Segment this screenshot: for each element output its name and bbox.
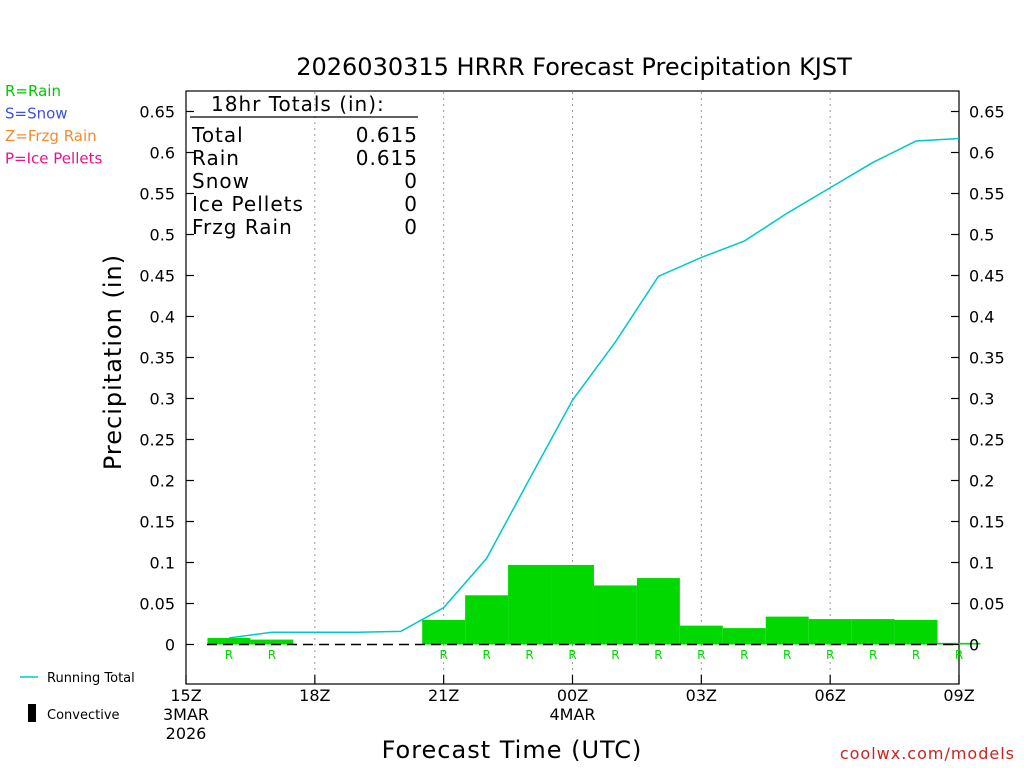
convective-legend-swatch <box>28 704 36 722</box>
y-tick-label: 0.6 <box>969 144 994 163</box>
y-tick-label: 0.35 <box>139 349 175 368</box>
y-tick-label: 0.4 <box>969 308 994 327</box>
x-tick-label: 06Z <box>815 686 846 705</box>
y-tick-label: 0.6 <box>150 144 175 163</box>
y-tick-label: 0.1 <box>969 554 994 573</box>
totals-value: 0 <box>404 192 418 216</box>
x-axis-title: Forecast Time (UTC) <box>382 736 643 764</box>
x-tick-label: 03Z <box>686 686 717 705</box>
ptype-label: R <box>482 648 490 662</box>
precip-bar <box>422 619 466 645</box>
totals-value: 0.615 <box>356 123 418 147</box>
x-tick-year: 2026 <box>166 724 207 743</box>
y-tick-label: 0.3 <box>969 390 994 409</box>
totals-label: Frzg Rain <box>192 215 293 239</box>
running-total-line <box>228 137 960 639</box>
precip-bar <box>851 619 895 645</box>
x-tick-date: 4MAR <box>549 705 595 724</box>
totals-label: Rain <box>192 146 240 170</box>
bar-series <box>207 564 981 645</box>
y-axis-title: Precipitation (in) <box>99 254 127 470</box>
y-axis-left: 0 0.05 0.1 0.15 0.2 0.25 0.3 0.35 0.4 0.45 0.5 0.55… <box>139 103 194 655</box>
precip-bar <box>207 637 251 645</box>
totals-value: 0.615 <box>356 146 418 170</box>
y-tick-label: 0.65 <box>139 103 175 122</box>
ptype-label: R <box>439 648 447 662</box>
y-tick-label: 0.05 <box>969 595 1005 614</box>
y-tick-label: 0.05 <box>139 595 175 614</box>
precip-bar <box>765 616 809 645</box>
precip-bar <box>250 639 294 645</box>
y-tick-label: 0.15 <box>139 513 175 532</box>
running-total-legend-label: Running Total <box>47 671 135 686</box>
y-tick-label: 0.65 <box>969 103 1005 122</box>
y-tick-label: 0.45 <box>969 267 1005 286</box>
precip-bar <box>508 564 552 645</box>
ptype-label: R <box>783 648 791 662</box>
totals-label: Snow <box>192 169 250 193</box>
ptype-legend-item: Z=Frzg Rain <box>5 127 97 145</box>
ptype-label: R <box>955 648 963 662</box>
y-tick-label: 0.25 <box>139 431 175 450</box>
x-tick-label: 18Z <box>299 686 330 705</box>
ptype-label: R <box>225 648 233 662</box>
y-tick-label: 0.15 <box>969 513 1005 532</box>
x-tick-label: 15Z <box>170 686 201 705</box>
precip-bar <box>894 619 938 645</box>
x-tick-date: 3MAR <box>163 705 209 724</box>
ptype-label: R <box>568 648 576 662</box>
y-tick-label: 0.4 <box>150 308 175 327</box>
precip-bar <box>722 628 766 645</box>
ptype-label: R <box>268 648 276 662</box>
y-tick-label: 0.45 <box>139 267 175 286</box>
ptype-legend-item: P=Ice Pellets <box>5 150 102 168</box>
y-tick-label: 0.3 <box>150 390 175 409</box>
ptype-label: R <box>740 648 748 662</box>
ptype-label: R <box>697 648 705 662</box>
chart-title: 2026030315 HRRR Forecast Precipitation K… <box>296 53 852 81</box>
x-tick-label: 21Z <box>428 686 459 705</box>
ptype-label: R <box>525 648 533 662</box>
y-tick-label: 0.2 <box>969 472 994 491</box>
y-tick-label: 0.35 <box>969 349 1005 368</box>
precip-bar <box>808 619 852 645</box>
ptype-legend: R=Rain S=Snow Z=Frzg Rain P=Ice Pellets <box>5 82 102 168</box>
y-tick-label: 0.25 <box>969 431 1005 450</box>
y-tick-label: 0.2 <box>150 472 175 491</box>
precip-bar <box>679 625 723 645</box>
totals-heading: 18hr Totals (in): <box>211 92 385 116</box>
y-tick-label: 0.5 <box>969 226 994 245</box>
ptype-label: R <box>826 648 834 662</box>
y-tick-label: 0 <box>165 636 175 655</box>
precip-bar <box>551 564 594 645</box>
x-tick-label: 00Z <box>557 686 588 705</box>
precip-bar <box>937 642 981 645</box>
precip-bar <box>465 595 509 645</box>
totals-value: 0 <box>404 215 418 239</box>
y-axis-right: 0 0.05 0.1 0.15 0.2 0.25 0.3 0.35 0.4 0.45 0.5 0.55… <box>951 103 1005 655</box>
ptype-label: R <box>654 648 662 662</box>
precip-bar <box>593 585 637 645</box>
x-tick-label: 09Z <box>943 686 974 705</box>
y-tick-label: 0 <box>969 636 979 655</box>
totals-label: Total <box>191 123 244 147</box>
y-tick-label: 0.5 <box>150 226 175 245</box>
totals-label: Ice Pellets <box>192 192 304 216</box>
totals-box: 18hr Totals (in): Total 0.615 Rain 0.615 Sno… <box>190 92 418 239</box>
totals-value: 0 <box>404 169 418 193</box>
ptype-label: R <box>869 648 877 662</box>
ptype-label: R <box>611 648 619 662</box>
precip-bar <box>636 578 680 645</box>
convective-legend-label: Convective <box>47 708 120 723</box>
ptype-legend-item: S=Snow <box>5 105 68 123</box>
credit-text: coolwx.com/models <box>840 744 1015 763</box>
ptype-label: R <box>912 648 920 662</box>
y-tick-label: 0.1 <box>150 554 175 573</box>
y-tick-label: 0.55 <box>139 185 175 204</box>
ptype-legend-item: R=Rain <box>5 82 61 100</box>
y-tick-label: 0.55 <box>969 185 1005 204</box>
